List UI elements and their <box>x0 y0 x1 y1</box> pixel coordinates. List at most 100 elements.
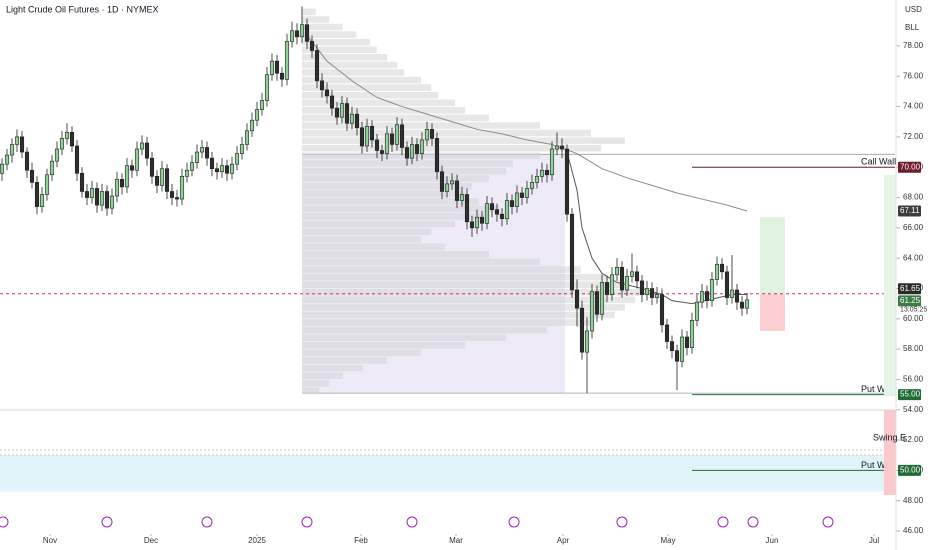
candle-body <box>124 165 130 188</box>
candle-body <box>279 72 285 80</box>
candle-body <box>84 191 90 198</box>
profile-bar <box>302 311 615 319</box>
candle-body <box>639 280 645 295</box>
candle-body <box>104 191 110 209</box>
candle-body <box>249 119 255 132</box>
candle-body <box>329 95 335 109</box>
candle-body <box>514 192 520 207</box>
profile-bar <box>302 54 387 61</box>
candle-body <box>744 299 750 309</box>
profile-bar <box>302 152 540 160</box>
candle-body <box>374 139 380 151</box>
candle-body <box>599 282 605 315</box>
candle-body <box>394 124 400 145</box>
y-tick-label: 72.00 <box>903 132 924 141</box>
candle-body <box>14 136 20 145</box>
event-icon <box>101 516 113 528</box>
candle-body <box>74 145 80 174</box>
candle-body <box>29 169 35 183</box>
y-tick-label: 46.00 <box>903 526 924 535</box>
event-icon <box>201 516 213 528</box>
candle-body <box>349 113 355 124</box>
candle-body <box>304 24 310 42</box>
profile-bar <box>302 372 343 379</box>
candle-body <box>704 291 710 301</box>
event-icon <box>822 516 834 528</box>
profile-bar <box>302 220 455 228</box>
candle-body <box>534 176 540 183</box>
x-tick-label: Jun <box>766 536 779 545</box>
candle-body <box>574 289 580 309</box>
candle-body <box>384 133 390 154</box>
candle-body <box>214 168 220 173</box>
candle-body <box>334 107 340 118</box>
candle-body <box>419 139 425 154</box>
y-tick-label: 64.00 <box>903 253 924 262</box>
event-icon <box>717 516 729 528</box>
y-tick-label: 48.00 <box>903 496 924 505</box>
last-price-box <box>898 295 921 307</box>
candle-body <box>739 301 745 309</box>
profile-bar <box>302 205 500 213</box>
candle-body <box>0 163 5 174</box>
candle-body <box>274 60 280 74</box>
profile-bar <box>302 16 330 23</box>
candle-body <box>699 291 705 303</box>
candle-body <box>624 276 630 291</box>
candle-body <box>159 168 165 186</box>
y-tick-label: 52.00 <box>903 435 924 444</box>
candle-body <box>204 147 210 159</box>
candle-body <box>244 130 250 145</box>
profile-bar <box>302 326 547 334</box>
candle-body <box>549 148 555 176</box>
candle-body <box>659 294 665 326</box>
profile-bar <box>302 357 387 364</box>
candle-body <box>69 132 75 147</box>
profile-bar <box>302 235 421 243</box>
candle-body <box>429 129 435 139</box>
x-tick-label: May <box>660 536 675 545</box>
candle-body <box>409 144 415 159</box>
candle-body <box>399 124 405 148</box>
unit: BLL <box>905 23 920 32</box>
y-tick-label: 74.00 <box>903 102 924 111</box>
candle-body <box>459 194 465 201</box>
profile-bar <box>302 144 602 152</box>
event-icon <box>747 516 759 528</box>
swing-zone <box>0 455 895 492</box>
candle-body <box>579 307 585 353</box>
candle-body <box>229 163 235 174</box>
candle-body <box>509 200 515 207</box>
profile-bar <box>302 213 489 220</box>
profile-bar <box>302 319 591 326</box>
candle-body <box>714 263 720 280</box>
plot: Call Wall Put Wall Put Wall 46.00 48.00 50.00… <box>0 6 927 545</box>
candle-body <box>609 274 615 295</box>
candle-body <box>64 132 70 139</box>
candle-body <box>94 188 100 206</box>
profile-bar <box>302 114 489 122</box>
candle-body <box>504 200 510 220</box>
candle-body <box>554 145 560 150</box>
y-tick-label: 68.00 <box>903 193 924 202</box>
x-tick-label: Apr <box>557 536 570 545</box>
ma-box <box>898 205 921 217</box>
profile-bar <box>302 46 377 54</box>
event-icon <box>0 516 9 528</box>
candle-body <box>114 179 120 197</box>
candle-body <box>319 80 325 91</box>
profile-bar <box>302 379 330 387</box>
event-icon <box>508 516 520 528</box>
ma-label: 67.11 <box>900 206 920 215</box>
candle-body <box>179 176 185 200</box>
candle-body <box>234 153 240 165</box>
candle-body <box>439 171 445 192</box>
candle-body <box>484 203 490 224</box>
candle-body <box>489 203 495 210</box>
candle-body <box>724 271 730 298</box>
candle-body <box>474 216 480 229</box>
candle-body <box>219 165 225 173</box>
profile-bar <box>302 342 466 349</box>
candle-body <box>154 176 160 186</box>
